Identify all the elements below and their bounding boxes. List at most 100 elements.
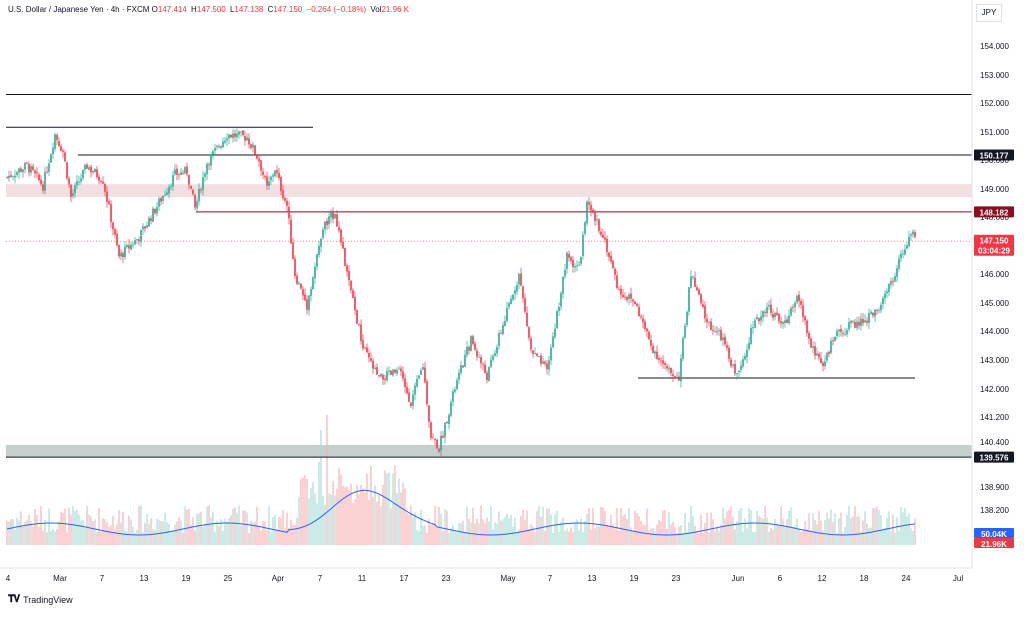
candle-body[interactable] <box>218 146 220 148</box>
candle-body[interactable] <box>182 172 184 174</box>
candle-body[interactable] <box>708 322 710 323</box>
candle-body[interactable] <box>390 370 392 375</box>
candle-body[interactable] <box>154 208 156 214</box>
candle-body[interactable] <box>240 131 242 133</box>
candle-body[interactable] <box>732 364 734 366</box>
candle-body[interactable] <box>230 134 232 138</box>
candle-body[interactable] <box>516 285 518 292</box>
candle-body[interactable] <box>728 347 730 359</box>
candle-body[interactable] <box>82 169 84 179</box>
candle-body[interactable] <box>572 259 574 267</box>
candle-body[interactable] <box>208 164 210 166</box>
candle-body[interactable] <box>646 328 648 332</box>
candle-body[interactable] <box>192 189 194 195</box>
candle-body[interactable] <box>104 184 106 192</box>
candle-body[interactable] <box>156 207 158 214</box>
candle-body[interactable] <box>806 320 808 334</box>
candle-body[interactable] <box>280 177 282 191</box>
candle-body[interactable] <box>826 352 828 361</box>
candle-body[interactable] <box>262 171 264 176</box>
candle-body[interactable] <box>718 330 720 332</box>
candle-body[interactable] <box>166 192 168 195</box>
candle-body[interactable] <box>124 246 126 258</box>
candle-body[interactable] <box>460 365 462 373</box>
candle-body[interactable] <box>630 293 632 299</box>
candle-body[interactable] <box>722 337 724 341</box>
candle-body[interactable] <box>856 321 858 328</box>
candle-body[interactable] <box>512 294 514 300</box>
candle-body[interactable] <box>640 316 642 318</box>
candle-body[interactable] <box>814 346 816 356</box>
candle-body[interactable] <box>592 209 594 213</box>
tradingview-branding[interactable]: 𝐓𝐕 TradingView <box>8 594 73 605</box>
candle-body[interactable] <box>340 229 342 243</box>
candle-body[interactable] <box>556 310 558 329</box>
candle-body[interactable] <box>746 349 748 358</box>
candle-body[interactable] <box>686 312 688 326</box>
candle-body[interactable] <box>854 321 856 328</box>
candle-body[interactable] <box>272 175 274 177</box>
candle-body[interactable] <box>152 208 154 222</box>
candle-body[interactable] <box>710 321 712 330</box>
candle-body[interactable] <box>888 283 890 292</box>
candle-body[interactable] <box>872 312 874 316</box>
candle-body[interactable] <box>94 168 96 172</box>
candle-body[interactable] <box>404 378 406 388</box>
candle-body[interactable] <box>696 287 698 291</box>
candle-body[interactable] <box>812 346 814 349</box>
candle-body[interactable] <box>336 214 338 227</box>
candle-body[interactable] <box>88 167 90 170</box>
demand-zone[interactable] <box>6 445 972 458</box>
candle-body[interactable] <box>78 181 80 183</box>
candle-body[interactable] <box>426 381 428 405</box>
candle-body[interactable] <box>702 304 704 307</box>
candle-body[interactable] <box>486 372 488 381</box>
candle-body[interactable] <box>102 181 104 184</box>
candle-body[interactable] <box>574 266 576 268</box>
candle-body[interactable] <box>910 234 912 236</box>
candle-body[interactable] <box>46 171 48 173</box>
candle-body[interactable] <box>442 435 444 438</box>
candle-body[interactable] <box>610 255 612 262</box>
candle-body[interactable] <box>654 351 656 354</box>
candle-body[interactable] <box>450 402 452 416</box>
candle-body[interactable] <box>128 245 130 249</box>
candle-body[interactable] <box>544 361 546 364</box>
candle-body[interactable] <box>32 166 34 170</box>
candle-body[interactable] <box>470 335 472 352</box>
candle-body[interactable] <box>308 295 310 311</box>
candle-body[interactable] <box>418 375 420 379</box>
candle-body[interactable] <box>174 169 176 175</box>
candle-body[interactable] <box>540 355 542 364</box>
candle-body[interactable] <box>504 321 506 326</box>
candle-body[interactable] <box>120 252 122 257</box>
candle-body[interactable] <box>366 347 368 353</box>
candle-body[interactable] <box>122 253 124 258</box>
candle-body[interactable] <box>454 389 456 392</box>
candle-body[interactable] <box>548 360 550 370</box>
candle-body[interactable] <box>670 367 672 374</box>
candle-body[interactable] <box>254 145 256 155</box>
candle-body[interactable] <box>904 249 906 255</box>
candle-body[interactable] <box>668 367 670 370</box>
candle-body[interactable] <box>170 186 172 188</box>
candle-body[interactable] <box>676 375 678 377</box>
candle-body[interactable] <box>448 414 450 424</box>
candle-body[interactable] <box>674 376 676 378</box>
candle-body[interactable] <box>690 276 692 288</box>
candle-body[interactable] <box>762 311 764 318</box>
candle-body[interactable] <box>276 170 278 173</box>
candle-body[interactable] <box>242 130 244 135</box>
candle-body[interactable] <box>42 184 44 191</box>
candle-body[interactable] <box>678 376 680 381</box>
candle-body[interactable] <box>570 257 572 261</box>
candle-body[interactable] <box>874 309 876 317</box>
candle-body[interactable] <box>412 394 414 406</box>
candle-body[interactable] <box>34 170 36 174</box>
candle-body[interactable] <box>824 361 826 366</box>
candle-body[interactable] <box>142 226 144 230</box>
candle-body[interactable] <box>620 288 622 295</box>
candle-body[interactable] <box>618 288 620 290</box>
